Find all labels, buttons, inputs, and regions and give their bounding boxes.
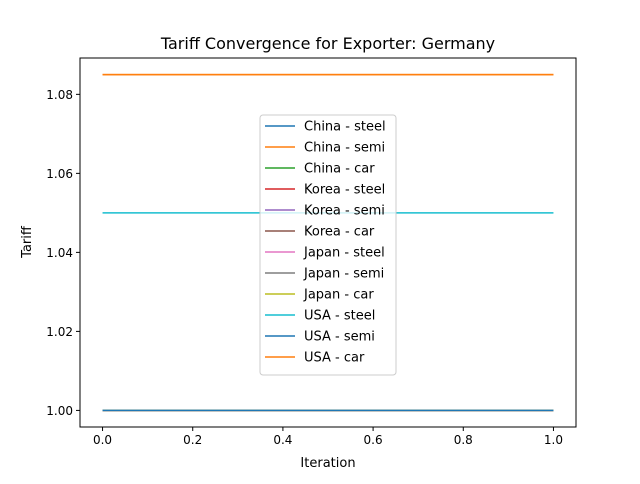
legend-entry: Japan - car — [303, 288, 374, 303]
y-tick-label: 1.08 — [46, 88, 73, 102]
y-tick-label: 1.00 — [46, 404, 73, 418]
x-tick-label: 0.0 — [93, 433, 112, 447]
chart-title: Tariff Convergence for Exporter: Germany — [160, 34, 495, 53]
legend-entry: China - semi — [304, 141, 385, 156]
legend-entry: Korea - car — [304, 225, 375, 240]
y-axis-label: Tariff — [20, 225, 35, 259]
legend-box — [259, 114, 397, 376]
y-tick-label: 1.02 — [46, 325, 73, 339]
x-tick-label: 0.2 — [183, 433, 202, 447]
legend-entry: Japan - semi — [303, 267, 384, 282]
x-tick-label: 0.6 — [364, 433, 383, 447]
y-axis: 1.00 1.02 1.04 1.06 1.08 — [46, 88, 80, 418]
legend-entry: USA - semi — [304, 330, 375, 345]
x-tick-label: 1.0 — [544, 433, 563, 447]
legend-entry: China - car — [304, 162, 375, 177]
legend-entry: Japan - steel — [303, 246, 385, 261]
x-axis-label: Iteration — [300, 456, 355, 471]
y-tick-label: 1.06 — [46, 167, 73, 181]
legend-entry: USA - steel — [304, 309, 375, 324]
legend-entry: China - steel — [304, 120, 386, 135]
legend-entry: Korea - semi — [304, 204, 385, 219]
x-tick-label: 0.4 — [273, 433, 292, 447]
legend: China - steel China - semi China - car Kore… — [259, 114, 397, 376]
x-tick-label: 0.8 — [454, 433, 473, 447]
x-axis: 0.0 0.2 0.4 0.6 0.8 1.0 — [93, 427, 563, 447]
y-tick-label: 1.04 — [46, 246, 73, 260]
legend-entry: USA - car — [304, 351, 365, 366]
legend-entry: Korea - steel — [304, 183, 385, 198]
plot-frame — [79, 57, 577, 428]
